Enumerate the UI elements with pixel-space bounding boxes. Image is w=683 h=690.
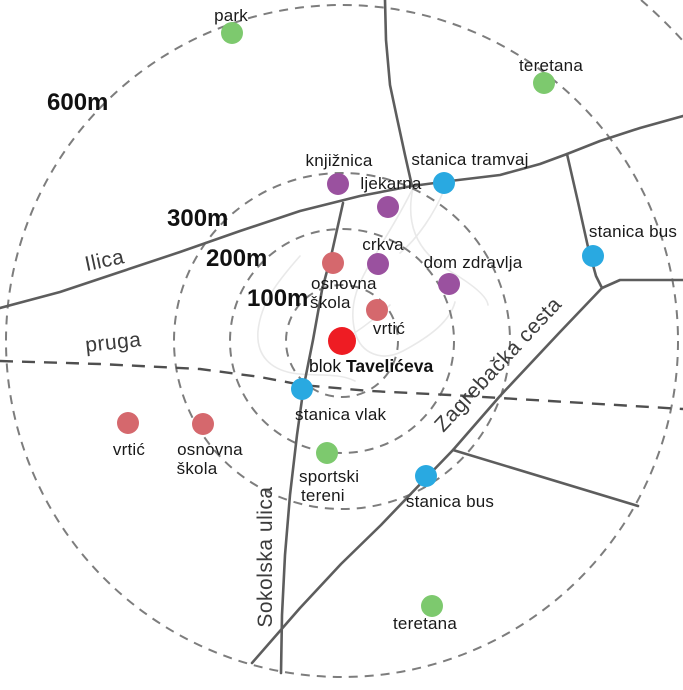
ring-100m [285,284,399,398]
poi-label-park: park [214,6,248,25]
poi-dot-sportski-tereni [316,442,338,464]
poi-dot-stanica-vlak [291,378,313,400]
poi-dot-knjiznica [327,173,349,195]
ring-200m [229,228,455,454]
ring-label-300m: 300m [167,205,228,232]
poi-label-osnovna-skola-centar-line1: osnovna [311,274,377,293]
poi-label-osnovna-skola-zapad-line1: osnovna [177,440,243,459]
poi-dot-ljekarna [377,196,399,218]
poi-dot-vrtic-centar [366,299,388,321]
ring-label-600m: 600m [47,89,108,116]
poi-dot-stanica-bus-istok [582,245,604,267]
center-block-label-name: Tavelićeva [346,356,434,376]
poi-label-teretana-sjever: teretana [519,56,583,75]
poi-label-vrtic-centar: vrtić [373,319,405,338]
poi-dot-vrtic-zapad [117,412,139,434]
poi-dot-teretana-jug [421,595,443,617]
poi-label-stanica-bus-istok: stanica bus [589,222,677,241]
center-block-label: blok Tavelićeva [309,356,433,376]
street-label-sokolska-ulica: Sokolska ulica [254,486,277,627]
poi-label-stanica-bus-jug: stanica bus [406,492,494,511]
ring-600m [5,4,679,678]
poi-label-sportski-tereni-line2: tereni [301,486,345,505]
poi-label-stanica-tramvaj: stanica tramvaj [411,150,528,169]
center-block-label-prefix: blok [309,356,346,376]
poi-dot-stanica-tramvaj [433,172,455,194]
poi-label-crkva: crkva [362,235,404,254]
poi-label-vrtic-zapad: vrtić [113,440,145,459]
poi-dot-teretana-sjever [533,72,555,94]
poi-dot-park [221,22,243,44]
road-istocna-cesta-2 [451,448,640,508]
road-sjeverna-cesta [383,0,414,188]
poi-dot-dom-zdravlja [438,273,460,295]
poi-label-dom-zdravlja: dom zdravlja [424,253,523,272]
ring-label-100m: 100m [247,285,308,312]
minor-path-3 [351,251,456,357]
ring-300m [173,172,511,510]
poi-dot-osnovna-skola-zapad [192,413,214,435]
center-block-dot [328,327,356,355]
road-istocna-cesta-1 [600,278,683,290]
minor-path-1 [376,187,414,253]
poi-dot-crkva [367,253,389,275]
poi-label-osnovna-skola-centar-line2: škola [310,293,351,312]
minor-path-0 [409,187,489,306]
poi-label-sportski-tereni-line1: sportski [299,467,359,486]
poi-dot-stanica-bus-jug [415,465,437,487]
poi-label-knjiznica: knjižnica [306,151,373,170]
poi-label-teretana-jug: teretana [393,614,457,633]
poi-label-osnovna-skola-zapad-line2: škola [177,459,218,478]
poi-label-ljekarna: ljekarna [360,174,421,193]
street-label-pruga: pruga [84,328,142,357]
railway-line [0,359,683,411]
minor-path-4 [257,255,356,382]
poi-dot-osnovna-skola-centar [322,252,344,274]
poi-label-stanica-vlak: stanica vlak [295,405,387,424]
outer-ring-arc [640,0,683,42]
ring-label-200m: 200m [206,245,267,272]
